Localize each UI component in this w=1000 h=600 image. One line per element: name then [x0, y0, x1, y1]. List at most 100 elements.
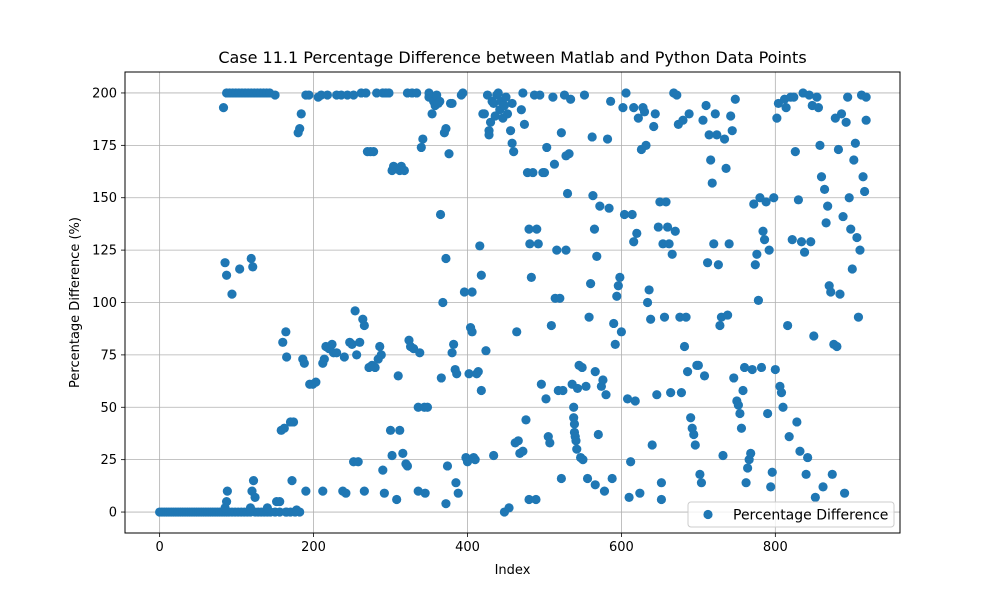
data-point	[785, 432, 794, 441]
data-point	[451, 478, 460, 487]
data-point	[588, 191, 597, 200]
data-point	[441, 254, 450, 263]
data-point	[564, 149, 573, 158]
data-point	[809, 331, 818, 340]
data-point	[518, 88, 527, 97]
y-tick-label: 200	[92, 86, 117, 101]
data-point	[443, 461, 452, 470]
legend-marker	[703, 510, 712, 519]
data-point	[424, 88, 433, 97]
data-point	[250, 493, 259, 502]
data-point	[697, 478, 706, 487]
y-tick-label: 50	[100, 401, 117, 416]
y-tick-label: 150	[92, 191, 117, 206]
data-point	[820, 185, 829, 194]
data-point	[614, 281, 623, 290]
data-point	[834, 145, 843, 154]
data-point	[600, 486, 609, 495]
data-point	[672, 90, 681, 99]
data-point	[489, 451, 498, 460]
data-point	[369, 147, 378, 156]
data-point	[292, 505, 301, 514]
data-point	[845, 193, 854, 202]
data-point	[398, 449, 407, 458]
data-point	[738, 386, 747, 395]
data-point	[557, 474, 566, 483]
data-point	[400, 166, 409, 175]
data-point	[840, 489, 849, 498]
data-point	[503, 109, 512, 118]
x-tick-label: 400	[455, 540, 480, 555]
data-point	[649, 122, 658, 131]
data-point	[729, 373, 738, 382]
data-point	[858, 172, 867, 181]
data-point	[720, 134, 729, 143]
data-point	[643, 298, 652, 307]
data-point	[438, 298, 447, 307]
data-point	[534, 239, 543, 248]
data-point	[657, 495, 666, 504]
data-point	[624, 493, 633, 502]
data-point	[444, 149, 453, 158]
data-point	[680, 342, 689, 351]
data-point	[645, 285, 654, 294]
data-point	[552, 246, 561, 255]
data-point	[691, 440, 700, 449]
x-axis-label: Index	[495, 563, 531, 578]
data-point	[666, 388, 675, 397]
data-point	[652, 390, 661, 399]
data-point	[805, 90, 814, 99]
data-point	[246, 503, 255, 512]
data-point	[355, 338, 364, 347]
data-point	[726, 111, 735, 120]
data-point	[531, 495, 540, 504]
data-point	[512, 327, 521, 336]
data-point	[855, 246, 864, 255]
data-point	[731, 95, 740, 104]
data-point	[282, 507, 291, 516]
data-point	[220, 258, 229, 267]
data-point	[641, 141, 650, 150]
data-point	[598, 375, 607, 384]
data-point	[573, 384, 582, 393]
data-point	[415, 348, 424, 357]
data-point	[797, 237, 806, 246]
legend-entry-label: Percentage Difference	[733, 508, 888, 524]
data-point	[349, 90, 358, 99]
data-point	[323, 90, 332, 99]
data-point	[547, 321, 556, 330]
data-point	[714, 260, 723, 269]
data-point	[227, 290, 236, 299]
data-point	[566, 95, 575, 104]
data-point	[806, 237, 815, 246]
data-point	[777, 388, 786, 397]
data-point	[528, 168, 537, 177]
data-point	[812, 93, 821, 102]
data-point	[752, 250, 761, 259]
data-point	[480, 109, 489, 118]
data-point	[629, 237, 638, 246]
data-point	[360, 486, 369, 495]
data-point	[300, 359, 309, 368]
data-point	[701, 101, 710, 110]
data-point	[671, 227, 680, 236]
data-point	[586, 279, 595, 288]
data-point	[384, 88, 393, 97]
data-point	[521, 415, 530, 424]
data-point	[648, 440, 657, 449]
data-point	[621, 88, 630, 97]
data-point	[418, 134, 427, 143]
data-point	[683, 367, 692, 376]
data-point	[387, 451, 396, 460]
data-point	[746, 449, 755, 458]
data-point	[766, 482, 775, 491]
data-point	[740, 363, 749, 372]
data-point	[301, 486, 310, 495]
data-point	[570, 419, 579, 428]
data-point	[685, 109, 694, 118]
data-point	[506, 126, 515, 135]
data-point	[723, 310, 732, 319]
data-point	[219, 103, 228, 112]
data-point	[435, 97, 444, 106]
